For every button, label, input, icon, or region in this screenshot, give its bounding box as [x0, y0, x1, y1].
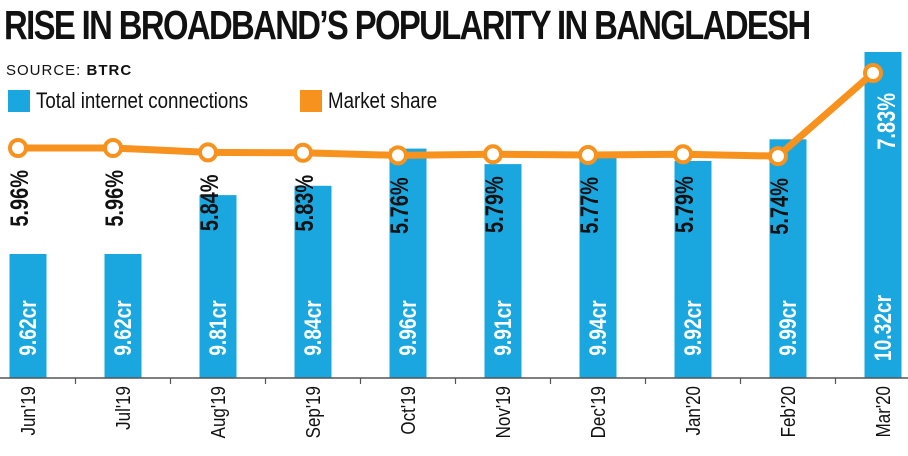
bar: [674, 161, 712, 378]
x-tick-label: Dec'19: [587, 386, 610, 438]
market-share-point: [578, 145, 598, 166]
market-share-point: [863, 63, 883, 83]
source-label: SOURCE:: [6, 62, 82, 79]
bar-value-label: 9.62cr: [109, 300, 137, 356]
bar-value-label: 9.91cr: [489, 300, 517, 356]
legend-swatch-bar: [8, 90, 30, 112]
x-tick-label: Sep'19: [302, 386, 325, 438]
market-share-label: 5.74%: [766, 178, 794, 235]
market-share-label: 5.77%: [576, 177, 604, 234]
x-tick-label: Nov'19: [492, 386, 515, 438]
market-share-label: 5.96%: [101, 170, 129, 227]
market-share-label: 7.83%: [873, 93, 901, 150]
market-share-point: [8, 138, 28, 158]
market-share-point: [483, 144, 503, 165]
bar: [104, 254, 142, 378]
source-line: SOURCE: BTRC: [6, 62, 132, 79]
bar: [579, 154, 617, 378]
market-share-point: [198, 142, 218, 163]
x-tick-label: Jan'20: [682, 386, 705, 436]
bar: [769, 139, 807, 378]
market-share-point: [388, 145, 408, 166]
bar-value-label: 9.84cr: [299, 300, 327, 356]
x-tick-label: Jun'19: [17, 386, 40, 436]
market-share-point: [293, 142, 313, 163]
legend-swatch-line: [300, 90, 322, 112]
x-tick-label: Jul'19: [112, 386, 135, 430]
market-share-label: 5.84%: [196, 174, 224, 231]
legend-item-market-share: Market share: [300, 88, 456, 114]
market-share-label: 5.83%: [291, 175, 319, 232]
market-share-line: [18, 70, 876, 160]
bar: [389, 148, 427, 378]
legend-item-connections: Total internet connections: [8, 88, 286, 114]
market-share-point: [673, 144, 693, 165]
market-share-label: 5.79%: [671, 176, 699, 233]
bar: [294, 185, 332, 378]
x-tick-label: Mar'20: [872, 386, 895, 437]
chart-title: RISE IN BROADBAND’S POPULARITY IN BANGLA…: [4, 2, 811, 48]
bar-value-label: 9.99cr: [774, 300, 802, 356]
source-value: BTRC: [86, 62, 133, 79]
x-tick-label: Oct'19: [397, 386, 420, 435]
market-share-label: 5.79%: [481, 176, 509, 233]
bar-value-label: 9.62cr: [14, 300, 42, 356]
bar-value-label: 9.96cr: [394, 300, 422, 356]
legend-label-market-share: Market share: [328, 88, 438, 113]
market-share-point: [768, 146, 788, 167]
market-share-point: [103, 138, 123, 158]
bar-value-label: 9.94cr: [584, 300, 612, 356]
bar: [199, 195, 237, 378]
market-share-label: 5.96%: [6, 170, 34, 227]
x-tick-label: Feb'20: [777, 386, 800, 437]
bar-value-label: 10.32cr: [869, 294, 897, 361]
bar: [864, 52, 902, 378]
market-share-label: 5.76%: [386, 177, 414, 234]
bar-value-label: 9.81cr: [204, 300, 232, 356]
bar: [9, 254, 47, 378]
bar: [484, 164, 522, 378]
bar-value-label: 9.92cr: [679, 300, 707, 356]
legend-label-connections: Total internet connections: [36, 88, 249, 113]
x-tick-label: Aug'19: [207, 386, 230, 438]
